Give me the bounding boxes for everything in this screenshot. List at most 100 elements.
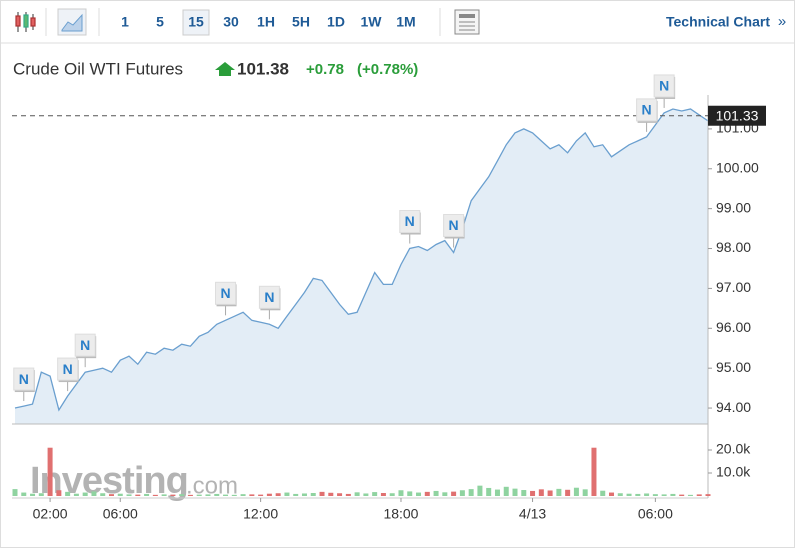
x-tick-label: 18:00 [383, 506, 418, 522]
news-marker[interactable] [636, 98, 658, 122]
volume-bar [275, 493, 281, 496]
price-line [14, 108, 709, 412]
x-tick-label: 12:00 [243, 506, 278, 522]
active-interval-box [182, 9, 210, 36]
volume-bar [354, 492, 360, 496]
volume-bar [626, 493, 632, 496]
volume-bar [65, 491, 71, 496]
interval-button[interactable]: 5 [156, 14, 164, 30]
volume-bar [21, 492, 27, 496]
volume-bar [12, 489, 18, 496]
volume-bar [538, 489, 544, 496]
news-marker-label: N [63, 361, 73, 377]
news-marker-label: N [80, 337, 90, 353]
volume-bar [56, 490, 62, 496]
volume-bar [117, 493, 123, 496]
volume-bar [670, 493, 676, 496]
news-marker[interactable] [653, 74, 675, 98]
volume-bar [205, 494, 211, 496]
volume-bar [345, 493, 351, 496]
news-marker[interactable] [57, 357, 79, 381]
volume-bar [126, 494, 132, 496]
volume-bar [451, 491, 457, 496]
y-tick-label: 99.00 [716, 199, 751, 215]
volume-bar [696, 494, 702, 496]
y-tick-label: 97.00 [716, 279, 751, 295]
volume-bar [547, 490, 553, 496]
volume-bar [258, 494, 264, 496]
news-marker-label: N [19, 371, 29, 387]
volume-bar [389, 493, 395, 496]
interval-button[interactable]: 1M [396, 14, 415, 30]
volume-bar [679, 494, 685, 496]
news-marker[interactable] [258, 285, 280, 309]
candle-icon[interactable] [15, 12, 36, 32]
volume-bar [240, 494, 246, 496]
interval-button[interactable]: 1D [327, 14, 345, 30]
price-area [15, 109, 708, 424]
volume-bar [512, 488, 518, 496]
last-value-box [708, 105, 766, 126]
interval-button[interactable]: 15 [188, 14, 204, 30]
instrument-name: Crude Oil WTI Futures [13, 59, 183, 78]
volume-bar [144, 493, 150, 496]
volume-bar [486, 487, 492, 496]
volume-bar [705, 494, 711, 496]
y-tick-label: 100.00 [716, 159, 759, 175]
y2-tick-label: 10.0k [716, 464, 751, 480]
volume-bar [301, 493, 307, 496]
news-marker[interactable] [13, 367, 35, 391]
news-marker-label: N [220, 285, 230, 301]
volume-bar [600, 490, 606, 496]
volume-bar [530, 490, 536, 496]
news-marker[interactable] [74, 333, 96, 357]
volume-bar [617, 493, 623, 496]
last-price: 101.38 [237, 59, 289, 78]
news-marker-label: N [642, 102, 652, 118]
volume-bar [652, 494, 658, 496]
news-marker-label: N [405, 213, 415, 229]
interval-button[interactable]: 1H [257, 14, 275, 30]
y-tick-label: 95.00 [716, 359, 751, 375]
volume-bar [196, 494, 202, 496]
volume-bar [108, 494, 114, 496]
volume-bar [310, 493, 316, 496]
volume-bar [337, 493, 343, 496]
volume-bar [100, 493, 106, 496]
volume-bar [319, 491, 325, 496]
volume-bar [161, 494, 167, 496]
volume-bar [591, 447, 597, 496]
volume-bar [442, 492, 448, 496]
volume-bar [380, 493, 386, 496]
link-arrow[interactable]: » [778, 13, 786, 30]
interval-button[interactable]: 5H [292, 14, 310, 30]
volume-bar [635, 493, 641, 496]
news-marker[interactable] [215, 281, 237, 305]
up-arrow [215, 62, 235, 76]
y-tick-label: 94.00 [716, 399, 751, 415]
technical-chart-link[interactable]: Technical Chart [666, 14, 770, 30]
volume-bar [407, 491, 413, 496]
interval-button[interactable]: 1 [121, 14, 129, 30]
volume-bar [135, 494, 141, 496]
volume-bar [609, 492, 615, 496]
last-value-label: 101.33 [716, 107, 759, 123]
interval-button[interactable]: 30 [223, 14, 239, 30]
volume-bar [424, 491, 430, 496]
volume-bar [363, 493, 369, 496]
area-icon[interactable] [57, 8, 87, 36]
volume-bar [503, 486, 509, 496]
y-tick-label: 98.00 [716, 239, 751, 255]
volume-bar [30, 493, 36, 496]
news-marker-label: N [264, 289, 274, 305]
news-icon[interactable] [454, 9, 480, 35]
news-marker[interactable] [399, 210, 421, 234]
interval-button[interactable]: 1W [361, 14, 383, 30]
news-marker-label: N [659, 78, 669, 94]
news-marker[interactable] [443, 214, 465, 238]
volume-bar [521, 490, 527, 496]
x-tick-label: 06:00 [103, 506, 138, 522]
volume-bar [494, 489, 500, 496]
y-tick-label: 96.00 [716, 319, 751, 335]
